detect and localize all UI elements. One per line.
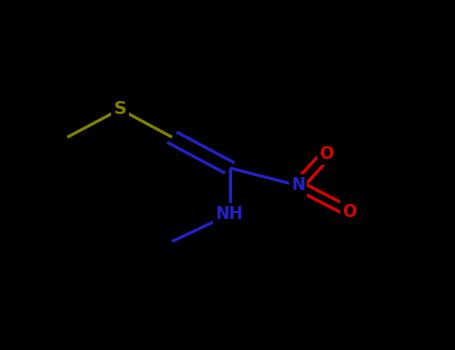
Text: O: O [319,145,334,163]
Text: NH: NH [216,205,243,223]
Text: N: N [291,176,305,195]
Text: O: O [342,203,357,221]
Text: S: S [114,100,126,118]
